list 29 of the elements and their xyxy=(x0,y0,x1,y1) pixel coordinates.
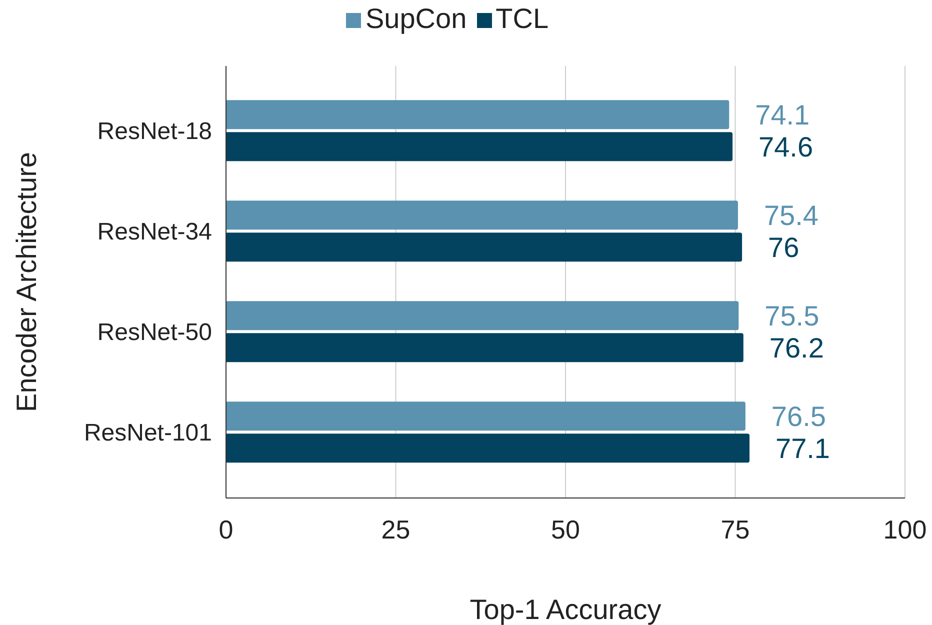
x-tick-label: 50 xyxy=(551,514,580,544)
bar xyxy=(226,100,730,130)
bar xyxy=(226,434,750,463)
x-tick-label: 25 xyxy=(381,514,410,544)
y-tick-label: ResNet-34 xyxy=(97,218,212,246)
x-tick-label: 75 xyxy=(720,514,750,544)
bar xyxy=(226,402,746,431)
data-label: 74.1 xyxy=(755,100,810,131)
y-tick-label: ResNet-50 xyxy=(97,318,212,346)
x-tick-label: 0 xyxy=(218,514,234,544)
data-label: 76.2 xyxy=(769,332,824,364)
bar xyxy=(226,232,742,262)
bar xyxy=(226,132,733,162)
y-tick-label: ResNet-101 xyxy=(84,419,212,446)
data-label: 76.5 xyxy=(771,401,826,432)
legend-label: TCL xyxy=(496,3,549,34)
data-label: 74.6 xyxy=(758,132,814,163)
bar xyxy=(226,301,739,330)
y-tick-label: ResNet-18 xyxy=(97,118,212,145)
legend-label: SupCon xyxy=(365,3,467,34)
data-label: 77.1 xyxy=(776,433,830,464)
data-label: 75.5 xyxy=(764,300,820,332)
data-label: 76 xyxy=(768,232,800,264)
x-tick-label: 100 xyxy=(883,514,927,544)
y-axis-title: Encoder Architecture xyxy=(10,152,42,412)
x-axis-title: Top-1 Accuracy xyxy=(470,594,662,625)
bar xyxy=(226,333,744,362)
bar xyxy=(226,200,738,230)
data-label: 75.4 xyxy=(764,200,818,232)
